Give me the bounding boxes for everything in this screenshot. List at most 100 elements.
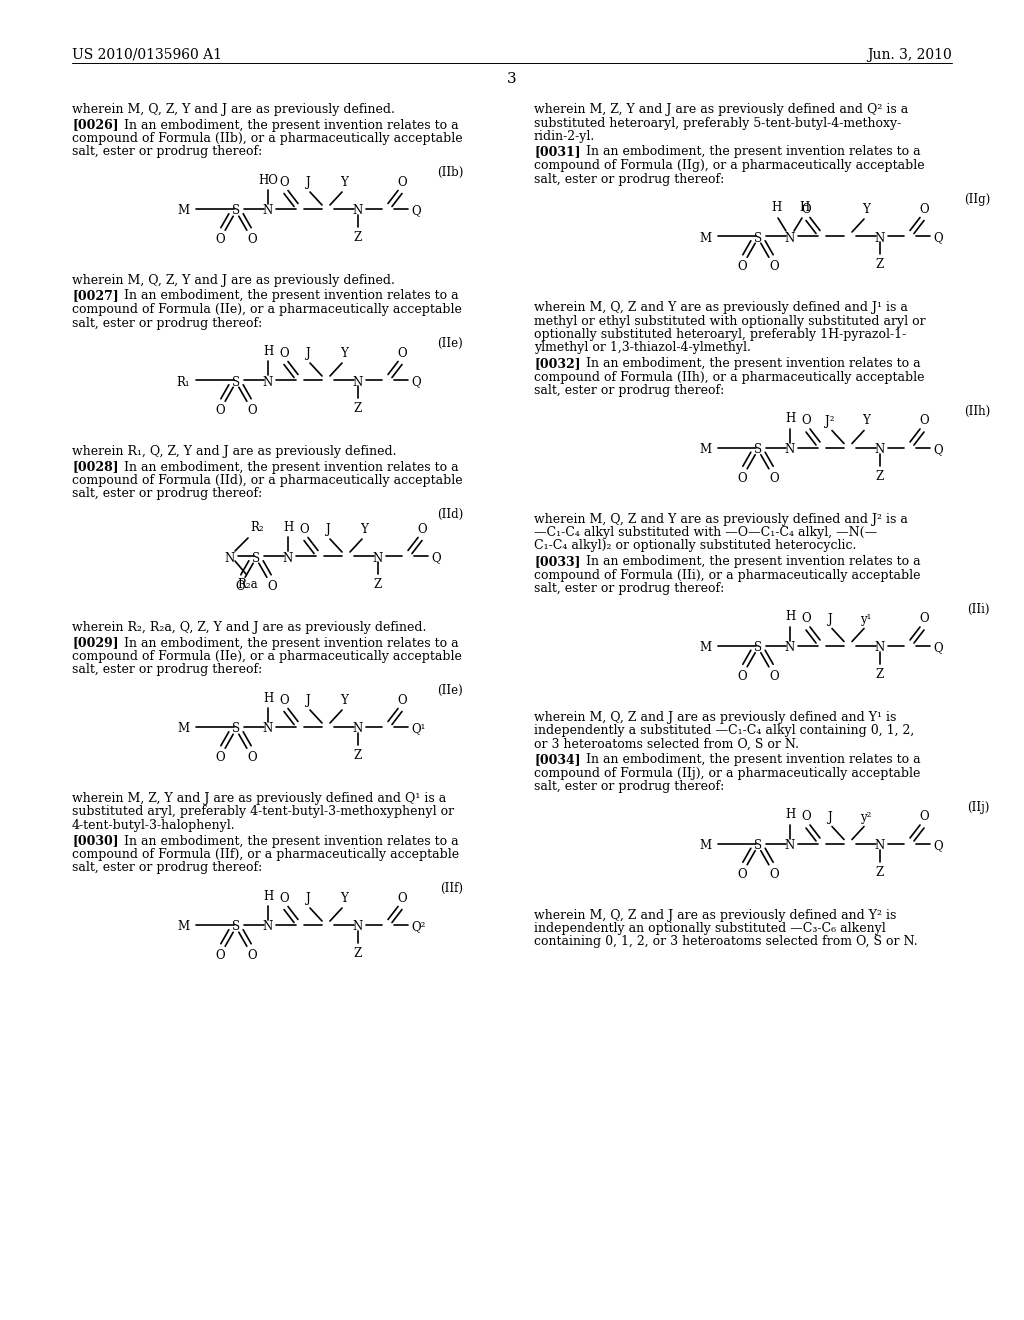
Text: N: N — [784, 642, 795, 653]
Text: N: N — [874, 444, 885, 455]
Text: M: M — [699, 840, 712, 851]
Text: H: H — [263, 345, 273, 358]
Text: Q: Q — [431, 552, 440, 565]
Text: O: O — [737, 471, 746, 484]
Text: O: O — [737, 867, 746, 880]
Text: In an embodiment, the present invention relates to a: In an embodiment, the present invention … — [120, 289, 459, 302]
Text: J: J — [827, 810, 833, 824]
Text: J: J — [326, 523, 331, 536]
Text: wherein M, Q, Z and Y are as previously defined and J² is a: wherein M, Q, Z and Y are as previously … — [534, 512, 908, 525]
Text: In an embodiment, the present invention relates to a: In an embodiment, the present invention … — [120, 461, 459, 474]
Text: J: J — [305, 892, 310, 906]
Text: salt, ester or prodrug thereof:: salt, ester or prodrug thereof: — [72, 862, 262, 874]
Text: M: M — [699, 642, 712, 653]
Text: salt, ester or prodrug thereof:: salt, ester or prodrug thereof: — [72, 664, 262, 676]
Text: O: O — [215, 949, 225, 962]
Text: O: O — [215, 234, 225, 246]
Text: In an embodiment, the present invention relates to a: In an embodiment, the present invention … — [582, 752, 921, 766]
Text: 4-tent-butyl-3-halophenyl.: 4-tent-butyl-3-halophenyl. — [72, 818, 236, 832]
Text: O: O — [801, 203, 811, 216]
Text: O: O — [247, 404, 257, 417]
Text: US 2010/0135960 A1: US 2010/0135960 A1 — [72, 48, 222, 62]
Text: HO: HO — [258, 174, 278, 187]
Text: O: O — [737, 669, 746, 682]
Text: H: H — [784, 412, 795, 425]
Text: In an embodiment, the present invention relates to a: In an embodiment, the present invention … — [120, 834, 459, 847]
Text: O: O — [215, 751, 225, 764]
Text: compound of Formula (IIi), or a pharmaceutically acceptable: compound of Formula (IIi), or a pharmace… — [534, 569, 921, 582]
Text: O: O — [299, 523, 309, 536]
Text: optionally substituted heteroaryl, preferably 1H-pyrazol-1-: optionally substituted heteroaryl, prefe… — [534, 327, 906, 341]
Text: Q¹: Q¹ — [411, 722, 425, 735]
Text: H: H — [784, 610, 795, 623]
Text: (IIh): (IIh) — [964, 404, 990, 417]
Text: C₁-C₄ alkyl)₂ or optionally substituted heterocyclic.: C₁-C₄ alkyl)₂ or optionally substituted … — [534, 540, 856, 553]
Text: salt, ester or prodrug thereof:: salt, ester or prodrug thereof: — [72, 487, 262, 500]
Text: R₁: R₁ — [176, 375, 190, 388]
Text: S: S — [754, 444, 762, 455]
Text: M: M — [699, 444, 712, 455]
Text: Q: Q — [933, 231, 943, 244]
Text: Q: Q — [411, 375, 421, 388]
Text: compound of Formula (IIj), or a pharmaceutically acceptable: compound of Formula (IIj), or a pharmace… — [534, 767, 921, 780]
Text: wherein M, Q, Z, Y and J are as previously defined.: wherein M, Q, Z, Y and J are as previous… — [72, 103, 395, 116]
Text: H: H — [283, 521, 293, 535]
Text: S: S — [252, 552, 260, 565]
Text: Y: Y — [340, 176, 348, 189]
Text: Q: Q — [411, 205, 421, 218]
Text: N: N — [263, 722, 273, 735]
Text: N: N — [353, 920, 364, 933]
Text: Q: Q — [933, 642, 943, 653]
Text: [0026]: [0026] — [72, 119, 119, 132]
Text: [0031]: [0031] — [534, 145, 581, 158]
Text: N: N — [263, 920, 273, 933]
Text: (IIg): (IIg) — [964, 193, 990, 206]
Text: N: N — [263, 375, 273, 388]
Text: S: S — [232, 920, 240, 933]
Text: S: S — [232, 205, 240, 218]
Text: O: O — [247, 949, 257, 962]
Text: methyl or ethyl substituted with optionally substituted aryl or: methyl or ethyl substituted with optiona… — [534, 314, 926, 327]
Text: wherein R₁, Q, Z, Y and J are as previously defined.: wherein R₁, Q, Z, Y and J are as previou… — [72, 445, 396, 458]
Text: In an embodiment, the present invention relates to a: In an embodiment, the present invention … — [120, 636, 459, 649]
Text: (IIe): (IIe) — [437, 684, 463, 697]
Text: Z: Z — [876, 257, 884, 271]
Text: containing 0, 1, 2, or 3 heteroatoms selected from O, S or N.: containing 0, 1, 2, or 3 heteroatoms sel… — [534, 936, 918, 949]
Text: M: M — [178, 205, 190, 218]
Text: S: S — [754, 231, 762, 244]
Text: salt, ester or prodrug thereof:: salt, ester or prodrug thereof: — [534, 780, 724, 793]
Text: N: N — [784, 840, 795, 851]
Text: (IId): (IId) — [437, 508, 463, 521]
Text: O: O — [280, 694, 289, 708]
Text: In an embodiment, the present invention relates to a: In an embodiment, the present invention … — [120, 119, 459, 132]
Text: or 3 heteroatoms selected from O, S or N.: or 3 heteroatoms selected from O, S or N… — [534, 738, 799, 751]
Text: Y: Y — [340, 347, 348, 360]
Text: compound of Formula (IIh), or a pharmaceutically acceptable: compound of Formula (IIh), or a pharmace… — [534, 371, 925, 384]
Text: wherein R₂, R₂a, Q, Z, Y and J are as previously defined.: wherein R₂, R₂a, Q, Z, Y and J are as pr… — [72, 620, 426, 634]
Text: (IIb): (IIb) — [436, 166, 463, 180]
Text: J: J — [305, 347, 310, 360]
Text: wherein M, Q, Z and J are as previously defined and Y¹ is: wherein M, Q, Z and J are as previously … — [534, 710, 896, 723]
Text: O: O — [247, 234, 257, 246]
Text: N: N — [874, 231, 885, 244]
Text: salt, ester or prodrug thereof:: salt, ester or prodrug thereof: — [72, 145, 262, 158]
Text: O: O — [801, 810, 811, 824]
Text: S: S — [754, 642, 762, 653]
Text: H: H — [263, 890, 273, 903]
Text: O: O — [737, 260, 746, 273]
Text: O: O — [801, 612, 811, 626]
Text: O: O — [920, 414, 929, 428]
Text: Z: Z — [876, 470, 884, 483]
Text: In an embodiment, the present invention relates to a: In an embodiment, the present invention … — [582, 145, 921, 158]
Text: In an embodiment, the present invention relates to a: In an embodiment, the present invention … — [582, 356, 921, 370]
Text: Z: Z — [354, 946, 362, 960]
Text: compound of Formula (IIe), or a pharmaceutically acceptable: compound of Formula (IIe), or a pharmace… — [72, 304, 462, 315]
Text: O: O — [397, 176, 407, 189]
Text: [0032]: [0032] — [534, 356, 581, 370]
Text: substituted aryl, preferably 4-tent-butyl-3-methoxyphenyl or: substituted aryl, preferably 4-tent-buty… — [72, 805, 454, 818]
Text: compound of Formula (IIg), or a pharmaceutically acceptable: compound of Formula (IIg), or a pharmace… — [534, 158, 925, 172]
Text: [0027]: [0027] — [72, 289, 119, 302]
Text: compound of Formula (IId), or a pharmaceutically acceptable: compound of Formula (IId), or a pharmace… — [72, 474, 463, 487]
Text: y²: y² — [860, 810, 871, 824]
Text: N: N — [225, 552, 236, 565]
